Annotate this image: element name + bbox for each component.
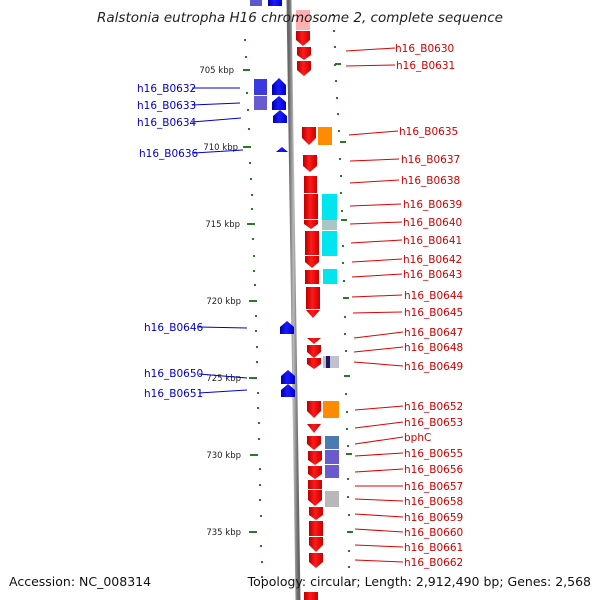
gene-h16_B0659 xyxy=(309,507,323,520)
label-h16_B0635: h16_B0635 xyxy=(399,126,458,138)
label-h16_B0644: h16_B0644 xyxy=(404,290,464,302)
gene-h16_B0644 xyxy=(306,287,320,309)
label-h16_B0656: h16_B0656 xyxy=(404,464,464,476)
label-h16_B0649: h16_B0649 xyxy=(404,361,463,373)
label-h16_B0648: h16_B0648 xyxy=(404,342,463,354)
label-h16_B0660: h16_B0660 xyxy=(404,527,463,539)
label-h16_B0630: h16_B0630 xyxy=(395,43,454,55)
gene-h16_B0631 xyxy=(297,61,311,76)
gene-h16_B0651 xyxy=(281,384,295,397)
scale-label-725: 725 kbp xyxy=(206,374,241,384)
gene-h16_B0643 xyxy=(305,270,319,284)
label-h16_B0661: h16_B0661 xyxy=(404,542,463,554)
scale-label-705: 705 kbp xyxy=(199,66,234,76)
accession-text: Accession: NC_008314 xyxy=(9,574,152,589)
gene-h16_B0630 xyxy=(296,31,310,46)
gene-h16_B0635-orange xyxy=(318,127,332,145)
gene-h16_B0649 xyxy=(307,358,321,369)
label-h16_B0637: h16_B0637 xyxy=(401,154,460,166)
gene-h16_B0632 xyxy=(254,79,267,95)
gene-bottom xyxy=(304,592,318,600)
gene-h16_B0640 xyxy=(304,220,318,229)
gene-h16_B0638 xyxy=(304,176,317,193)
scale-label-710: 710 kbp xyxy=(203,143,238,153)
forward-leaders xyxy=(345,47,404,563)
label-h16_B0662: h16_B0662 xyxy=(404,557,463,569)
reverse-gene-top-1 xyxy=(250,0,262,6)
gene-h16_B0646 xyxy=(280,321,294,334)
gene-h16_B0632-b xyxy=(272,78,286,95)
ruler-dashes-right xyxy=(335,63,353,533)
label-h16_B0657: h16_B0657 xyxy=(404,481,463,493)
gene-h16_B0630-b xyxy=(297,47,311,60)
label-h16_B0658: h16_B0658 xyxy=(404,496,463,508)
reverse-genes xyxy=(250,0,295,397)
gene-h16_B0658 xyxy=(308,490,322,506)
gene-h16_B0633 xyxy=(254,96,267,110)
label-h16_B0633: h16_B0633 xyxy=(137,100,196,112)
label-h16_B0642: h16_B0642 xyxy=(403,254,462,266)
label-h16_B0638: h16_B0638 xyxy=(401,175,460,187)
gene-h16_B0656 xyxy=(308,466,322,479)
label-h16_B0655: h16_B0655 xyxy=(404,448,463,460)
gene-h16_B0660 xyxy=(309,521,323,536)
gene-bphC xyxy=(307,436,321,450)
gene-h16_B0650 xyxy=(281,370,295,384)
label-h16_B0645: h16_B0645 xyxy=(404,307,463,319)
label-bphC: bphC xyxy=(404,432,431,444)
label-h16_B0646: h16_B0646 xyxy=(144,322,204,334)
label-h16_B0659: h16_B0659 xyxy=(404,512,463,524)
scale-ticks xyxy=(243,69,258,533)
scale-label-730: 730 kbp xyxy=(206,451,241,461)
label-h16_B0636: h16_B0636 xyxy=(139,148,199,160)
label-h16_B0632: h16_B0632 xyxy=(137,83,196,95)
gene-h16_B0647 xyxy=(307,338,321,344)
gene-h16_B0655 xyxy=(308,451,322,465)
gene-top-pink xyxy=(296,10,310,30)
chromosome-backbone xyxy=(286,0,301,600)
gene-h16_B0662 xyxy=(309,553,323,568)
gene-h16_B0637 xyxy=(303,155,317,172)
label-h16_B0634: h16_B0634 xyxy=(137,117,197,129)
gene-h16_B0652 xyxy=(307,401,321,418)
label-h16_B0641: h16_B0641 xyxy=(403,235,462,247)
ruler-dots-right xyxy=(332,14,351,586)
gene-h16_B0642 xyxy=(305,256,319,268)
gene-h16_B0633-b xyxy=(272,96,286,110)
gene-h16_B0639 xyxy=(304,194,318,219)
label-h16_B0640: h16_B0640 xyxy=(403,217,462,229)
reverse-leaders xyxy=(191,87,248,394)
ruler-dots-left xyxy=(244,39,263,578)
label-h16_B0647: h16_B0647 xyxy=(404,327,463,339)
label-h16_B0650: h16_B0650 xyxy=(144,368,203,380)
gene-h16_B0636 xyxy=(276,147,288,152)
feature-blocks xyxy=(322,194,339,507)
label-h16_B0639: h16_B0639 xyxy=(403,199,462,211)
topology-text: Topology: circular; Length: 2,912,490 bp… xyxy=(247,574,591,589)
gene-h16_B0657 xyxy=(308,480,322,489)
gene-h16_B0645 xyxy=(306,310,320,318)
scale-label-720: 720 kbp xyxy=(206,297,241,307)
label-h16_B0631: h16_B0631 xyxy=(396,60,455,72)
gene-h16_B0661 xyxy=(309,537,323,552)
scale-label-715: 715 kbp xyxy=(205,220,240,230)
gene-h16_B0635 xyxy=(302,127,316,145)
gene-h16_B0641 xyxy=(305,231,319,255)
scale-label-735: 735 kbp xyxy=(206,528,241,538)
label-h16_B0652: h16_B0652 xyxy=(404,401,463,413)
gene-h16_B0648 xyxy=(307,345,321,358)
gene-h16_B0634 xyxy=(273,110,287,123)
label-h16_B0643: h16_B0643 xyxy=(403,269,462,281)
map-title: Ralstonia eutropha H16 chromosome 2, com… xyxy=(97,10,503,26)
label-h16_B0653: h16_B0653 xyxy=(404,417,463,429)
reverse-gene-top-2 xyxy=(268,0,282,6)
gene-h16_B0653 xyxy=(307,424,321,433)
label-h16_B0651: h16_B0651 xyxy=(144,388,203,400)
forward-genes xyxy=(296,10,332,600)
